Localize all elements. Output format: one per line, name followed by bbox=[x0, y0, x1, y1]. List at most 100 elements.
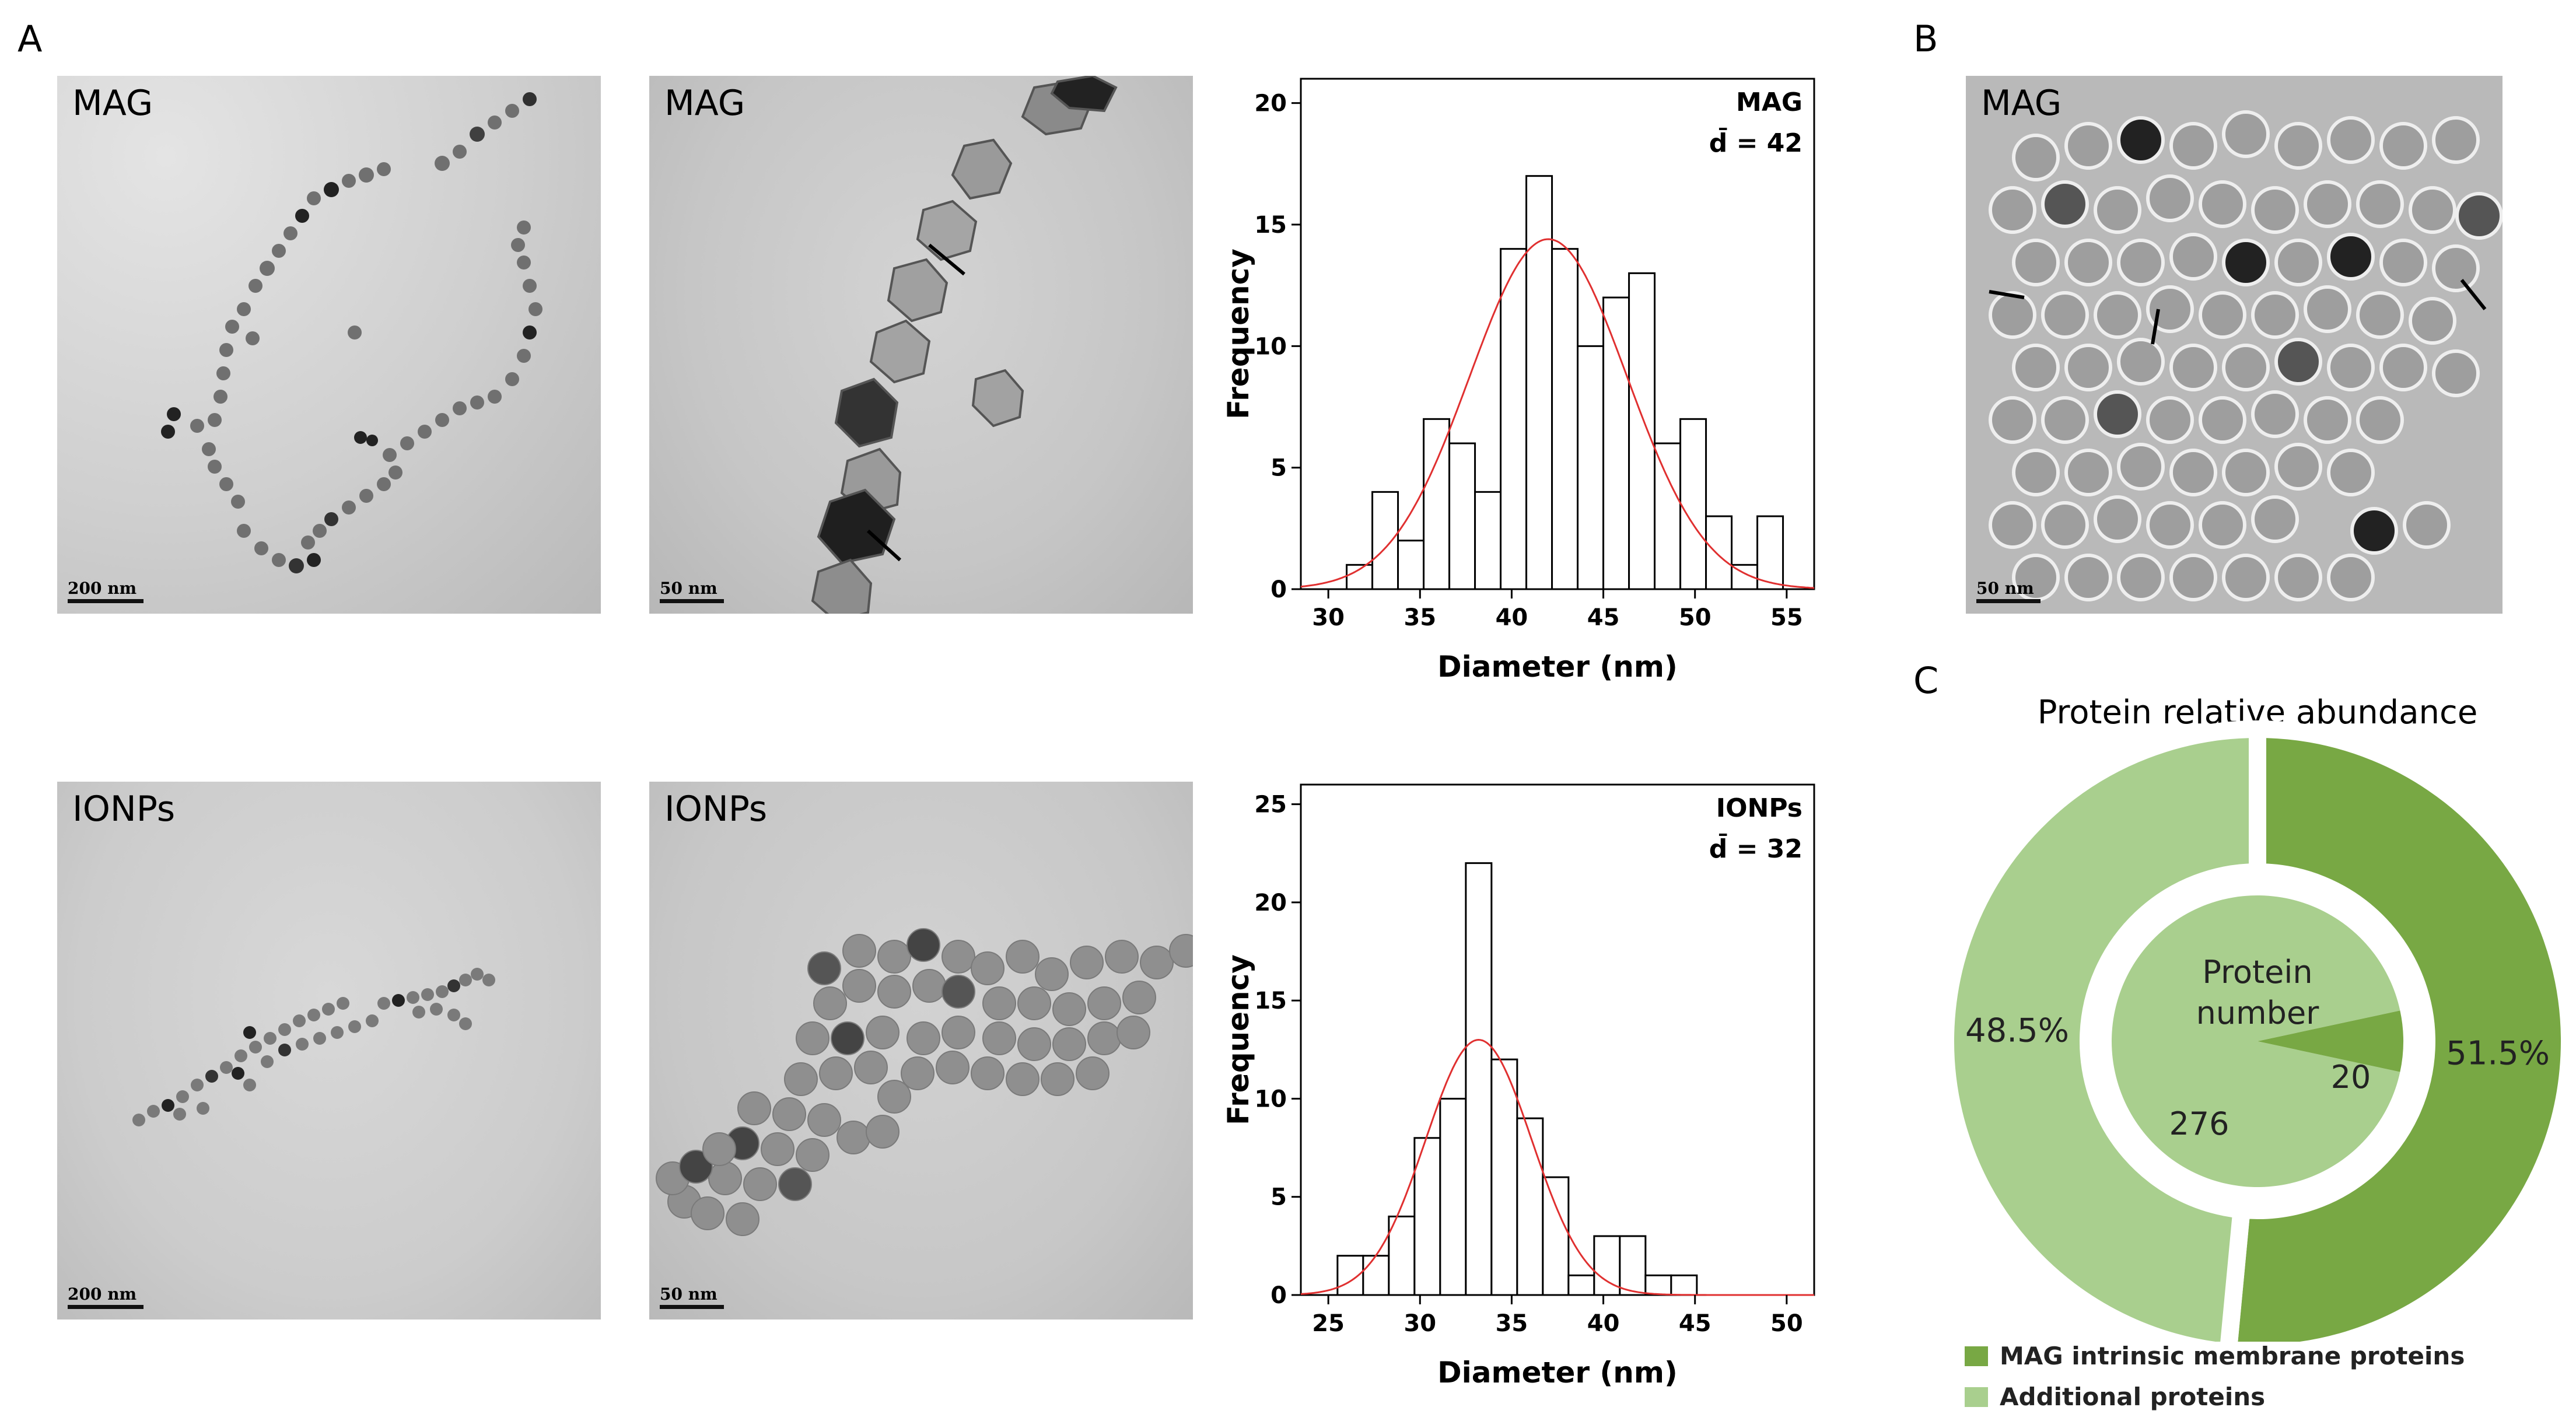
histogram-bar bbox=[1465, 862, 1493, 1296]
tem-image-ionps-low: IONPs 200 nm bbox=[57, 782, 601, 1320]
x-tick-label: 35 bbox=[1496, 1310, 1528, 1337]
histogram-bar bbox=[1567, 1274, 1595, 1296]
chart-mean-label: d̄ = 32 bbox=[1709, 832, 1803, 864]
normal-fit-curve bbox=[1300, 238, 1815, 589]
scale-bar: 200 nm bbox=[68, 579, 144, 603]
histogram-bar bbox=[1397, 540, 1425, 590]
histogram-bar bbox=[1490, 1058, 1518, 1296]
pie-slice bbox=[2258, 1010, 2403, 1072]
x-tick-label: 40 bbox=[1587, 1310, 1620, 1337]
x-tick-label: 35 bbox=[1404, 604, 1436, 631]
pie-title-line: number bbox=[2196, 995, 2320, 1031]
x-tick-label: 40 bbox=[1496, 604, 1528, 631]
nanoparticle-chain-graphic bbox=[811, 76, 1118, 614]
histogram-bar bbox=[1644, 1274, 1672, 1296]
tem-image-mag-dense: MAG 50 nm bbox=[1966, 76, 2502, 614]
x-tick-label: 25 bbox=[1312, 1310, 1345, 1337]
tem-label: MAG bbox=[664, 83, 746, 124]
nanoparticle-chain-graphic bbox=[161, 92, 542, 573]
pie-title-line: Protein bbox=[2202, 954, 2312, 991]
legend-swatch bbox=[1965, 1387, 1988, 1407]
nanoparticle-cluster-graphic bbox=[656, 928, 1193, 1236]
y-tick-label: 20 bbox=[1254, 890, 1287, 916]
scale-bar: 50 nm bbox=[660, 1284, 724, 1309]
panel-label-c: C bbox=[1913, 659, 1939, 702]
tem-image-mag-high: MAG 50 nm bbox=[649, 76, 1193, 614]
legend-label: MAG intrinsic membrane proteins bbox=[2000, 1342, 2465, 1370]
legend-swatch bbox=[1965, 1346, 1988, 1366]
scale-bar: 200 nm bbox=[68, 1284, 144, 1309]
tem-label: MAG bbox=[72, 83, 153, 124]
histogram-bar bbox=[1525, 175, 1553, 590]
donut-slice-label: 51.5% bbox=[2446, 1034, 2550, 1072]
histogram-bar bbox=[1500, 248, 1528, 590]
donut-slice bbox=[2220, 720, 2576, 1342]
histogram-bar bbox=[1388, 1215, 1416, 1296]
y-tick-label: 10 bbox=[1254, 1086, 1287, 1112]
pie-slice-label: 276 bbox=[2169, 1105, 2229, 1142]
x-tick-label: 50 bbox=[1679, 604, 1712, 631]
histogram-bar bbox=[1577, 345, 1605, 590]
tem-label: MAG bbox=[1981, 83, 2062, 124]
panel-label-a: A bbox=[18, 18, 43, 60]
y-tick-label: 0 bbox=[1270, 1282, 1287, 1309]
y-axis-label: Frequency bbox=[1222, 954, 1255, 1125]
histogram-bar bbox=[1448, 442, 1476, 590]
x-axis-label: Diameter (nm) bbox=[1437, 650, 1678, 684]
histogram-mag: MAG d̄ = 42 Diameter (nm) Frequency 30 35… bbox=[1222, 78, 1815, 684]
histogram-bar bbox=[1516, 1117, 1544, 1296]
tem-label: IONPs bbox=[72, 789, 176, 830]
histogram-ionps: IONPs d̄ = 32 Diameter (nm) Frequency 25… bbox=[1222, 783, 1815, 1390]
chart-title: MAG bbox=[1736, 88, 1803, 117]
scale-bar: 50 nm bbox=[660, 579, 724, 603]
tem-image-mag-low: MAG 200 nm bbox=[57, 76, 601, 614]
y-tick-label: 15 bbox=[1254, 988, 1287, 1014]
pie-slice-label: 20 bbox=[2331, 1059, 2371, 1096]
histogram-bar bbox=[1439, 1097, 1467, 1296]
histogram-bar bbox=[1474, 491, 1502, 590]
x-tick-label: 30 bbox=[1404, 1310, 1436, 1337]
x-tick-label: 30 bbox=[1312, 604, 1345, 631]
pie-slice bbox=[2112, 895, 2400, 1187]
x-tick-label: 55 bbox=[1770, 604, 1803, 631]
normal-fit-curve bbox=[1300, 1038, 1814, 1296]
donut-slice bbox=[1936, 720, 2266, 1342]
legend-item-additional: Additional proteins bbox=[1965, 1382, 2265, 1411]
histogram-bar bbox=[1705, 515, 1733, 590]
legend-label: Additional proteins bbox=[2000, 1382, 2266, 1411]
nanoparticle-cluster-graphic bbox=[132, 968, 495, 1126]
x-axis-label: Diameter (nm) bbox=[1437, 1356, 1678, 1390]
chart-mean-label: d̄ = 42 bbox=[1709, 127, 1803, 158]
histogram-bar bbox=[1756, 515, 1784, 590]
scale-bar: 50 nm bbox=[1976, 579, 2041, 603]
y-tick-label: 5 bbox=[1270, 1184, 1287, 1211]
tem-image-ionps-high: IONPs 50 nm bbox=[649, 782, 1193, 1320]
histogram-bar bbox=[1619, 1235, 1647, 1296]
histogram-bar bbox=[1542, 1176, 1570, 1296]
nanoparticle-lattice-graphic bbox=[1989, 110, 2502, 601]
y-tick-label: 5 bbox=[1270, 455, 1287, 482]
tem-label: IONPs bbox=[664, 789, 768, 830]
y-tick-label: 10 bbox=[1254, 333, 1287, 360]
histogram-bar bbox=[1362, 1255, 1390, 1296]
y-tick-label: 15 bbox=[1254, 212, 1287, 239]
chart-title: IONPs bbox=[1716, 793, 1803, 823]
histogram-bar bbox=[1628, 272, 1656, 590]
x-tick-label: 45 bbox=[1679, 1310, 1712, 1337]
protein-abundance-donut: Protein relative abundance 51.5%48.5%Pro… bbox=[1936, 694, 2576, 1342]
histogram-bar bbox=[1371, 491, 1399, 590]
histogram-bar bbox=[1602, 296, 1630, 590]
y-tick-label: 25 bbox=[1254, 792, 1287, 818]
legend-item-mag-intrinsic: MAG intrinsic membrane proteins bbox=[1965, 1342, 2465, 1370]
histogram-bar bbox=[1679, 418, 1707, 590]
histogram-bar bbox=[1670, 1274, 1698, 1296]
y-axis-label: Frequency bbox=[1222, 249, 1255, 419]
x-tick-label: 45 bbox=[1587, 604, 1620, 631]
panel-label-b: B bbox=[1913, 18, 1938, 60]
histogram-bar bbox=[1654, 442, 1682, 590]
histogram-bar bbox=[1423, 418, 1451, 590]
y-tick-label: 0 bbox=[1270, 576, 1287, 603]
histogram-bar bbox=[1551, 248, 1579, 590]
y-tick-label: 20 bbox=[1254, 90, 1287, 117]
x-tick-label: 50 bbox=[1770, 1310, 1803, 1337]
